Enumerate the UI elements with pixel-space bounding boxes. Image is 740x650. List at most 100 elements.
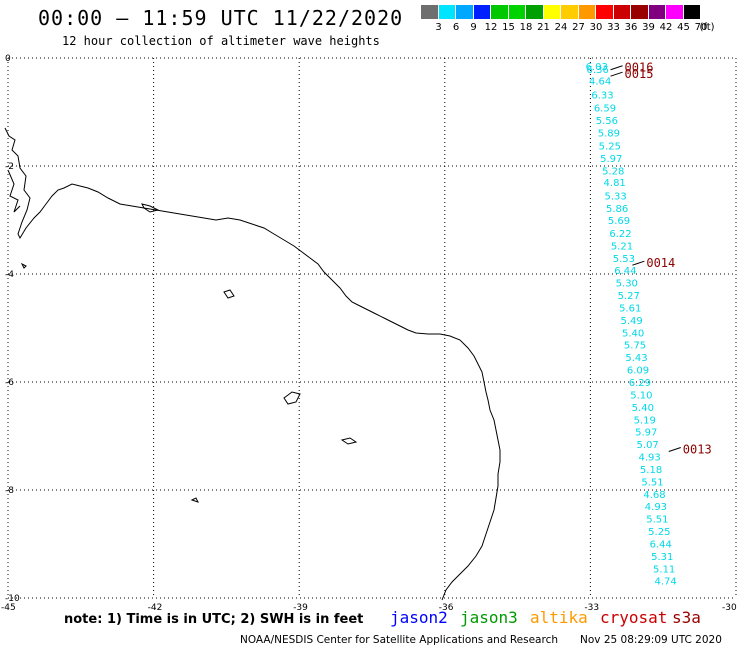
- satellite-s3a: s3a: [672, 608, 701, 627]
- swh-value: 6.22: [609, 229, 631, 240]
- legend-swatch: [508, 5, 526, 19]
- lon-tick-label: -33: [584, 603, 599, 613]
- coastline-inlet: [7, 169, 21, 213]
- swh-value: 6.36: [587, 65, 609, 76]
- swh-value: 5.30: [616, 279, 638, 290]
- lat-tick-label: -10: [5, 594, 20, 604]
- legend-label: 70: [694, 22, 708, 33]
- footer-note: note: 1) Time is in UTC; 2) SWH is in fe…: [64, 612, 364, 627]
- legend-label: 39: [642, 22, 655, 33]
- swh-value: 5.18: [640, 465, 662, 476]
- coastline-mainland: [4, 127, 501, 601]
- legend-swatch: [526, 5, 544, 19]
- lon-tick-label: -39: [293, 603, 308, 613]
- time-mark-label: 0015: [625, 67, 654, 81]
- time-mark-label: 0013: [683, 443, 712, 457]
- island-3: [283, 391, 301, 405]
- satellite-jason3: jason3: [460, 608, 518, 627]
- swh-value: 5.97: [635, 428, 657, 439]
- legend-swatch: [491, 5, 509, 19]
- time-mark-tick: [632, 260, 645, 266]
- swh-value: 6.44: [614, 266, 636, 277]
- lat-tick-label: -2: [5, 162, 14, 172]
- satellite-jason2: jason2: [390, 608, 448, 627]
- island-6: [20, 262, 27, 269]
- swh-value: 4.93: [638, 453, 660, 464]
- swh-value: 6.33: [591, 91, 613, 102]
- legend-label: 6: [452, 22, 460, 33]
- page-subtitle: 12 hour collection of altimeter wave hei…: [62, 34, 380, 48]
- swh-value: 5.19: [634, 415, 656, 426]
- swh-value: 5.40: [632, 403, 654, 414]
- coastline: [4, 127, 501, 601]
- island-4: [340, 437, 358, 445]
- swh-value: 4.68: [643, 490, 665, 501]
- legend-label: 33: [607, 22, 620, 33]
- time-mark-tick: [610, 71, 623, 77]
- legend-swatch: [631, 5, 649, 19]
- swh-value: 5.40: [622, 328, 644, 339]
- swh-value: 5.51: [646, 515, 668, 526]
- lon-tick-label: -30: [722, 603, 737, 613]
- swh-value: 5.11: [653, 564, 675, 575]
- island-1: [141, 203, 160, 213]
- legend-swatch: [596, 5, 614, 19]
- legend-swatch: [578, 5, 596, 19]
- swh-value: 5.10: [630, 390, 652, 401]
- lon-tick-label: -45: [1, 603, 16, 613]
- legend-label: 42: [659, 22, 673, 33]
- legend-swatch: [421, 5, 439, 19]
- swh-value: 6.09: [627, 366, 649, 377]
- legend-swatch: [613, 5, 631, 19]
- axis-tick-labels: 0 -2 -4 -6 -8 -10-45 -42 -39 -36 -33 -30: [1, 54, 737, 613]
- legend-label: 30: [589, 22, 603, 33]
- lat-tick-label: 0: [5, 54, 11, 64]
- swh-track: 6.036.364.646.336.595.565.895.255.975.28…: [586, 62, 677, 588]
- map-grid: [7, 57, 737, 599]
- legend-label: 12: [484, 22, 498, 33]
- swh-value: 5.07: [637, 440, 659, 451]
- legend-swatch: [438, 5, 456, 19]
- lat-tick-label: -8: [5, 486, 14, 496]
- legend-label: 9: [470, 22, 477, 33]
- swh-value: 5.25: [648, 527, 670, 538]
- swh-value: 5.89: [598, 129, 620, 140]
- credit-text: NOAA/NESDIS Center for Satellite Applica…: [240, 634, 558, 646]
- swh-value: 5.97: [600, 154, 622, 165]
- swh-value: 5.33: [605, 192, 627, 203]
- island-2: [223, 289, 235, 299]
- swh-value: 5.86: [606, 204, 628, 215]
- legend-label: 45: [677, 22, 690, 33]
- page-title: 00:00 – 11:59 UTC 11/22/2020: [38, 6, 404, 30]
- swh-value: 5.27: [618, 291, 640, 302]
- legend-swatch: [666, 5, 684, 19]
- color-legend: 3 6 9 12 15 18 21 24 27 30 33 36 39 42 45 70 (ft): [421, 5, 739, 39]
- swh-value: 4.93: [645, 502, 667, 513]
- swh-value: 6.44: [650, 539, 672, 550]
- time-mark-tick: [610, 65, 623, 71]
- swh-value: 5.21: [611, 241, 633, 252]
- time-mark-label: 0014: [646, 256, 675, 270]
- swh-value: 5.56: [596, 116, 618, 127]
- swh-value: 5.25: [599, 141, 621, 152]
- island-5: [190, 497, 199, 503]
- legend-swatch: [543, 5, 561, 19]
- legend-label: 36: [624, 22, 638, 33]
- swh-value: 5.53: [613, 254, 635, 265]
- swh-value: 4.64: [589, 77, 611, 88]
- swh-value: 5.75: [624, 341, 646, 352]
- swh-value: 5.43: [625, 353, 647, 364]
- swh-value: 5.49: [621, 316, 643, 327]
- swh-value: 5.51: [641, 477, 663, 488]
- swh-value: 5.28: [602, 166, 624, 177]
- lon-tick-label: -42: [148, 603, 163, 613]
- legend-unit: (ft): [699, 22, 715, 33]
- legend-label: 24: [554, 22, 568, 33]
- legend-label: 27: [572, 22, 585, 33]
- time-mark-label: 0016: [625, 61, 654, 75]
- lat-tick-label: -6: [5, 378, 14, 388]
- legend-label: 21: [537, 22, 550, 33]
- legend-label: 15: [502, 22, 515, 33]
